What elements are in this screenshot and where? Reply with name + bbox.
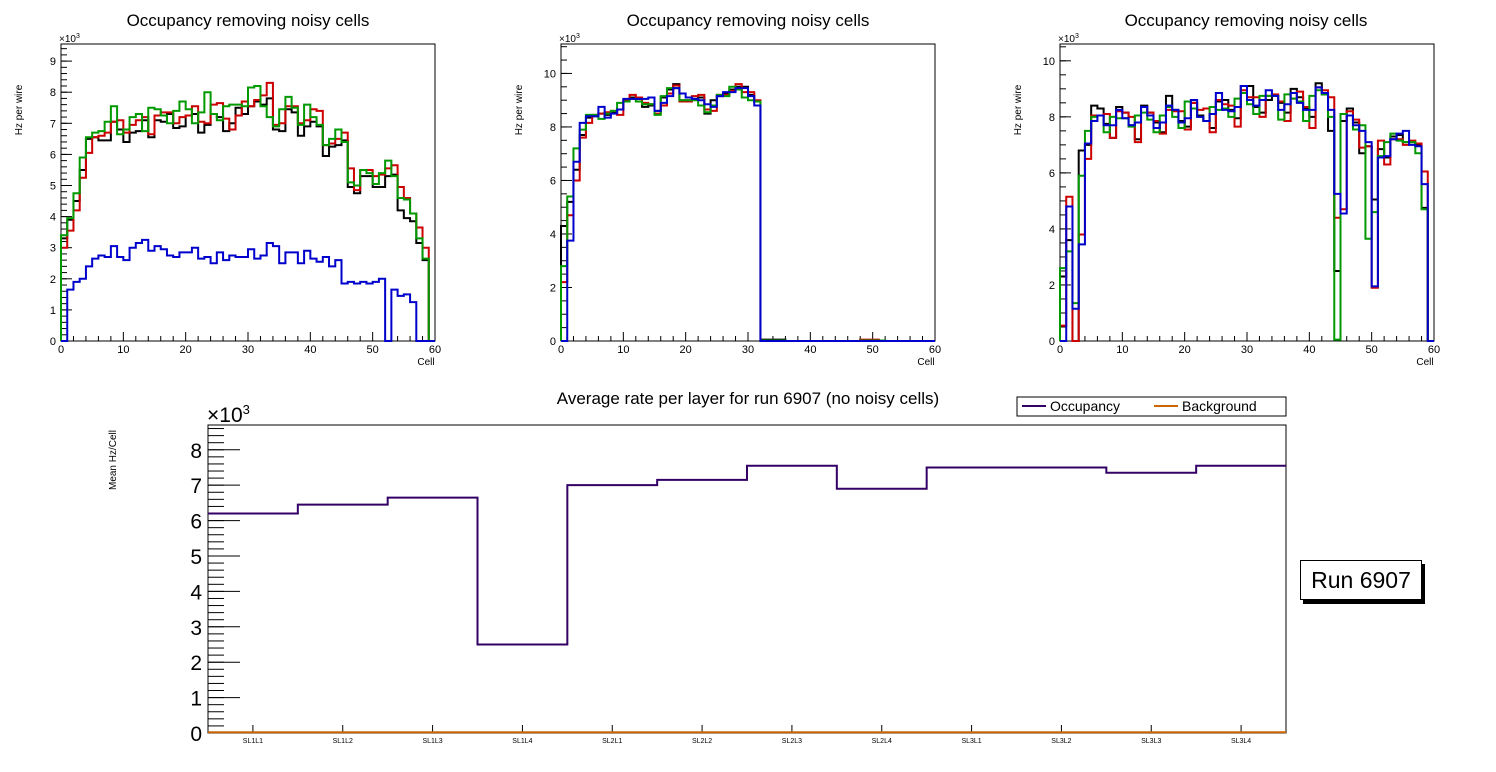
y-tick-label: 7: [190, 475, 202, 498]
chart-title: Occupancy removing noisy cells: [127, 11, 370, 30]
y-tick-label: 6: [50, 149, 56, 161]
x-category-label: SL1L2: [333, 738, 353, 745]
x-category-label: SL1L1: [243, 738, 263, 745]
y-tick-label: 10: [1043, 56, 1055, 68]
chart-title: Occupancy removing noisy cells: [1125, 11, 1368, 30]
y-axis-label: Hz per wire: [1013, 84, 1024, 135]
y-tick-label: 6: [1049, 168, 1055, 180]
y-tick-label: 0: [550, 336, 556, 348]
chart-title: Average rate per layer for run 6907 (no …: [557, 389, 939, 408]
y-tick-label: 9: [50, 56, 56, 68]
y-axis-label: Hz per wire: [14, 84, 25, 135]
series-line-occupancy: [208, 464, 1286, 646]
x-tick-label: 40: [1303, 344, 1315, 356]
x-category-label: SL2L4: [872, 738, 892, 745]
x-tick-label: 20: [1179, 344, 1191, 356]
histogram-series-blue: [561, 87, 935, 342]
y-tick-label: 2: [550, 282, 556, 294]
legend-box: [1016, 396, 1287, 417]
x-tick-label: 10: [617, 344, 629, 356]
y-tick-label: 8: [190, 440, 202, 463]
y-tick-label: 7: [50, 118, 56, 130]
y-axis-label: Hz per wire: [514, 84, 525, 135]
histogram-series-green: [560, 85, 935, 342]
y-tick-label: 6: [550, 175, 556, 187]
run-label-box: Run 6907: [1300, 560, 1422, 600]
y-tick-label: 1: [190, 688, 202, 711]
histogram-series-black: [60, 97, 435, 342]
x-tick-label: 60: [929, 344, 941, 356]
x-tick-label: 50: [1366, 344, 1378, 356]
x-tick-label: 0: [558, 344, 564, 356]
histogram-series-red: [560, 83, 935, 342]
histogram-series-black: [560, 83, 935, 342]
run-label: Run 6907: [1311, 567, 1411, 593]
x-axis-label: Cell: [917, 357, 934, 368]
y-tick-label: 3: [50, 243, 56, 255]
x-tick-label: 30: [242, 344, 254, 356]
y-tick-label: 4: [1049, 224, 1055, 236]
histogram-panel-1: Occupancy removing noisy cells Hz per wir…: [14, 11, 441, 368]
histogram-series-green: [60, 84, 435, 342]
y-tick-label: 5: [50, 181, 56, 193]
y-tick-label: 8: [50, 87, 56, 99]
x-tick-label: 0: [1057, 344, 1063, 356]
y-tick-label: 0: [190, 723, 202, 746]
x-category-label: SL3L4: [1231, 738, 1251, 745]
layer-rate-panel: Average rate per layer for run 6907 (no …: [108, 389, 1287, 746]
y-tick-label: 10: [544, 68, 556, 80]
x-tick-label: 10: [117, 344, 129, 356]
x-tick-label: 10: [1116, 344, 1128, 356]
x-axis-label: Cell: [417, 357, 434, 368]
x-category-label: SL2L3: [782, 738, 802, 745]
x-tick-label: 40: [804, 344, 816, 356]
y-tick-label: 0: [1049, 336, 1055, 348]
x-category-label: SL1L4: [512, 738, 532, 745]
y-multiplier-label: ×103: [559, 33, 580, 45]
x-category-label: SL3L2: [1051, 738, 1071, 745]
y-tick-label: 4: [550, 229, 556, 241]
x-category-label: SL2L1: [602, 738, 622, 745]
y-tick-label: 0: [50, 336, 56, 348]
histogram-panel-3: Occupancy removing noisy cells Hz per wir…: [1013, 11, 1440, 368]
x-tick-label: 40: [304, 344, 316, 356]
x-tick-label: 60: [429, 344, 441, 356]
legend-label: Background: [1182, 398, 1257, 414]
histogram-series-blue: [61, 238, 435, 342]
y-multiplier-label: ×103: [59, 33, 80, 45]
x-tick-label: 20: [180, 344, 192, 356]
y-tick-label: 8: [550, 122, 556, 134]
y-tick-label: 8: [1049, 112, 1055, 124]
x-tick-label: 50: [867, 344, 879, 356]
x-tick-label: 30: [742, 344, 754, 356]
y-tick-label: 6: [190, 511, 202, 534]
legend-label: Occupancy: [1050, 398, 1120, 414]
x-category-label: SL1L3: [422, 738, 442, 745]
chart-title: Occupancy removing noisy cells: [627, 11, 870, 30]
histogram-panel-2: Occupancy removing noisy cells Hz per wir…: [514, 11, 941, 368]
x-category-label: SL2L2: [692, 738, 712, 745]
x-category-label: SL3L1: [961, 738, 981, 745]
y-axis-label: Mean Hz/Cell: [108, 430, 119, 490]
x-tick-label: 20: [680, 344, 692, 356]
y-tick-label: 2: [1049, 280, 1055, 292]
y-multiplier-label: ×103: [207, 402, 250, 427]
y-tick-label: 5: [190, 546, 202, 569]
y-tick-label: 1: [50, 305, 56, 317]
x-tick-label: 50: [367, 344, 379, 356]
y-tick-label: 3: [190, 617, 202, 640]
x-axis-label: Cell: [1416, 357, 1433, 368]
legend: Occupancy Background: [1016, 396, 1287, 417]
y-tick-label: 4: [190, 581, 202, 604]
y-tick-label: 4: [50, 212, 56, 224]
histogram-series-blue: [1060, 85, 1434, 342]
x-tick-label: 0: [58, 344, 64, 356]
y-multiplier-label: ×103: [1058, 33, 1079, 45]
x-tick-label: 60: [1428, 344, 1440, 356]
y-tick-label: 2: [50, 274, 56, 286]
x-category-label: SL3L3: [1141, 738, 1161, 745]
x-tick-label: 30: [1241, 344, 1253, 356]
y-tick-label: 2: [190, 652, 202, 675]
